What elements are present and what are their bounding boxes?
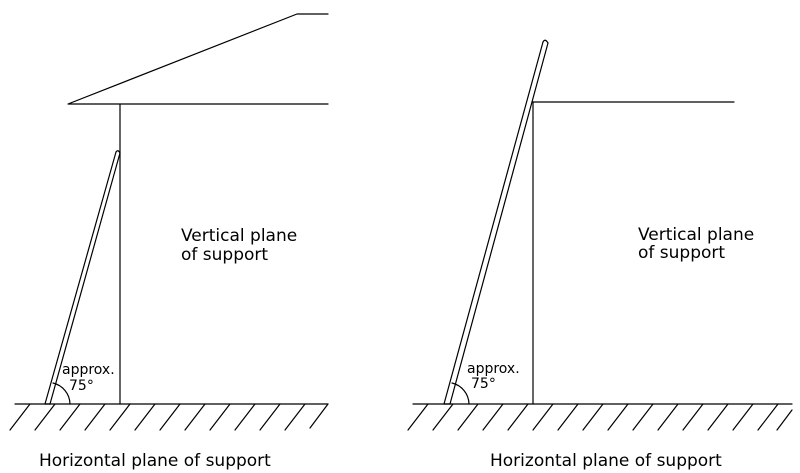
- left-ground-hatching: [9, 403, 329, 431]
- left-vertical-plane-label-line1: Vertical plane: [181, 226, 298, 246]
- left-angle-arc: [52, 382, 71, 405]
- left-angle-label-line1: approx.: [62, 362, 115, 378]
- left-vertical-plane-label-line2: of support: [181, 245, 269, 265]
- right-vertical-plane-label-line1: Vertical plane: [638, 225, 755, 245]
- right-angle-label-line2: 75°: [471, 376, 496, 392]
- right-horizontal-plane-label: Horizontal plane of support: [490, 451, 722, 471]
- right-vertical-plane-label-line2: of support: [638, 243, 726, 263]
- right-angle-label-line1: approx.: [467, 361, 520, 377]
- left-roof-outline: [67, 13, 329, 105]
- left-panel-illustration: [9, 13, 329, 431]
- left-angle-label-line2: 75°: [69, 378, 94, 394]
- right-angle-arc: [451, 382, 470, 405]
- left-horizontal-plane-label: Horizontal plane of support: [39, 451, 271, 471]
- right-panel-illustration: [407, 39, 793, 431]
- right-ground-hatching: [407, 403, 793, 431]
